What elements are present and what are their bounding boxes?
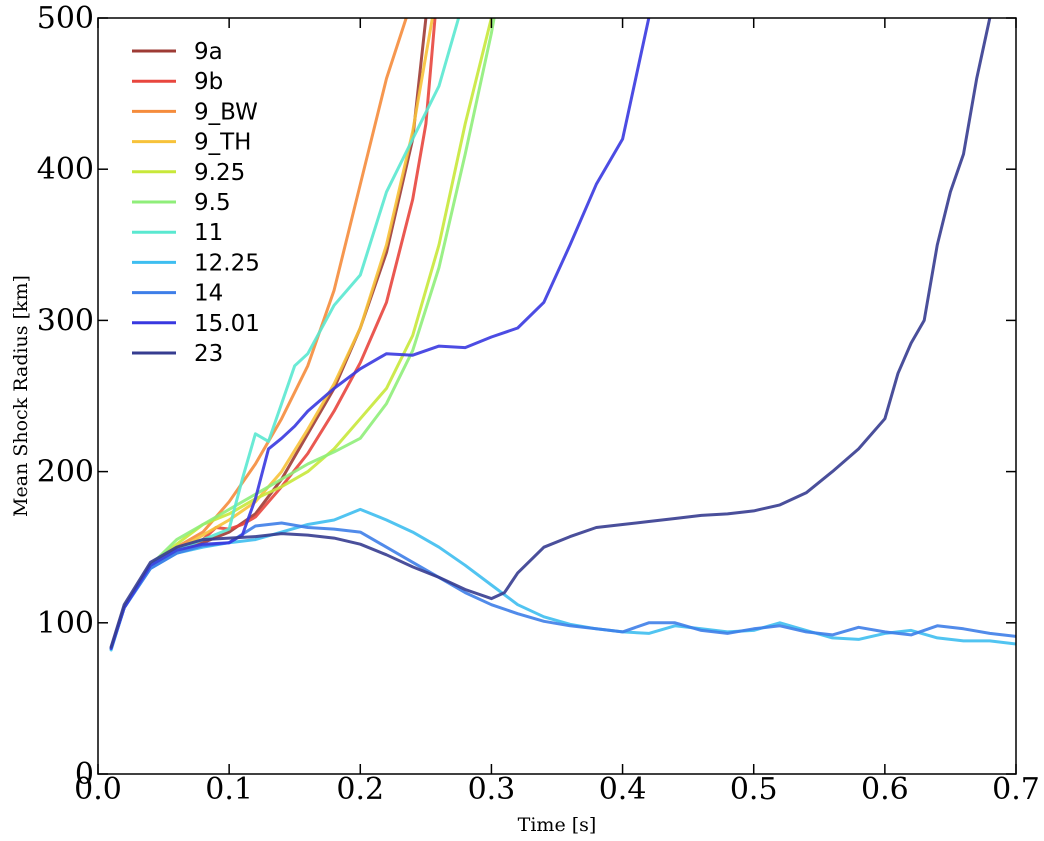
tick-layer: 0.0 0.1 0.2 0.3 0.4 0.5 0.6 0.7 0 100 200 300 400 500 <box>37 1 1040 807</box>
x-tick-label-6: 0.6 <box>861 772 909 807</box>
y-tick-label-0: 0 <box>75 757 94 792</box>
y-tick-label-1: 100 <box>37 606 94 641</box>
series-line-9 <box>109 18 651 650</box>
legend-label-0: 9a <box>194 39 223 65</box>
legend-label-8: 14 <box>194 281 223 307</box>
y-axis-title: Mean Shock Radius [km] <box>10 275 32 517</box>
legend-label-10: 23 <box>194 341 223 367</box>
legend-label-6: 11 <box>194 220 223 246</box>
x-tick-label-1: 0.1 <box>205 772 253 807</box>
y-tick-label-3: 300 <box>37 303 94 338</box>
series-line-10 <box>109 18 992 649</box>
legend-label-9: 15.01 <box>194 311 260 337</box>
legend-label-1: 9b <box>194 69 223 95</box>
x-tick-label-4: 0.4 <box>599 772 647 807</box>
plot-frame <box>97 17 1017 775</box>
y-tick-label-2: 200 <box>37 455 94 490</box>
series-layer <box>109 18 1016 652</box>
x-tick-label-2: 0.2 <box>336 772 384 807</box>
series-line-5 <box>109 18 496 650</box>
x-tick-label-7: 0.7 <box>992 772 1040 807</box>
legend-label-5: 9.5 <box>194 190 231 216</box>
legend-label-7: 12.25 <box>194 250 260 276</box>
y-tick-label-5: 500 <box>37 1 94 36</box>
x-tick-label-3: 0.3 <box>468 772 516 807</box>
x-axis-title: Time [s] <box>518 814 597 836</box>
legend-label-2: 9_BW <box>194 99 258 125</box>
x-tick-label-5: 0.5 <box>730 772 778 807</box>
y-tick-label-4: 400 <box>37 152 94 187</box>
series-line-7 <box>109 507 1016 652</box>
x-tick-label-0: 0.0 <box>74 772 122 807</box>
legend-label-3: 9_TH <box>194 130 251 156</box>
series-line-8 <box>109 521 1016 650</box>
legend: 9a 9b 9_BW 9_TH 9.25 9.5 11 12.25 14 15.01 23 <box>132 39 260 367</box>
legend-label-4: 9.25 <box>194 160 245 186</box>
